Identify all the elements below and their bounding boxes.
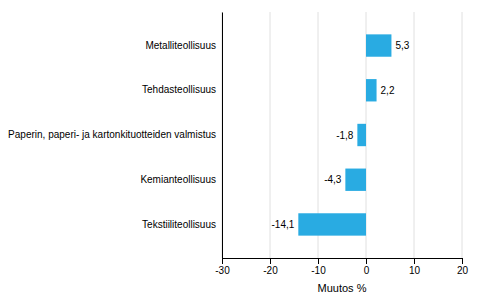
tick-label: -30 xyxy=(215,265,230,276)
tick-label: 20 xyxy=(457,265,469,276)
bar xyxy=(366,34,391,56)
data-label: 5,3 xyxy=(395,40,409,51)
tick-mark xyxy=(222,258,223,264)
bar xyxy=(357,124,366,146)
axis-title: Muutos % xyxy=(318,282,367,294)
chart: -30 -20 -10 0 10 20 Tekstiiliteollisuus Kemiant… xyxy=(0,0,484,300)
tick: Metalliteollisuus xyxy=(145,40,222,51)
tick: Kemianteollisuus xyxy=(140,174,222,185)
bar xyxy=(366,79,377,101)
tick-mark xyxy=(366,258,367,264)
grid-line xyxy=(270,12,271,258)
tick-label: Tekstiiliteollisuus xyxy=(142,219,216,230)
y-axis: Tekstiiliteollisuus Kemianteollisuus Paper… xyxy=(8,13,222,259)
data-labels: -14,1 -4,3 -1,8 2,2 5,3 xyxy=(272,40,410,230)
tick-label: -10 xyxy=(311,265,326,276)
tick: -30 xyxy=(215,258,230,276)
tick-label: Tehdasteollisuus xyxy=(142,84,216,95)
tick-label: Paperin, paperi- ja kartonkituotteiden v… xyxy=(8,129,216,140)
tick: -20 xyxy=(263,258,278,276)
tick-label: Kemianteollisuus xyxy=(140,174,216,185)
grid-line xyxy=(222,12,223,258)
tick: 10 xyxy=(409,258,421,276)
tick: 20 xyxy=(457,258,469,276)
data-label: -4,3 xyxy=(324,174,342,185)
data-label: -14,1 xyxy=(272,219,295,230)
plot: -30 -20 -10 0 10 20 Tekstiiliteollisuus Kemiant… xyxy=(8,12,468,276)
tick: Paperin, paperi- ja kartonkituotteiden v… xyxy=(8,129,222,140)
bars xyxy=(298,34,391,235)
tick-label: Metalliteollisuus xyxy=(145,40,216,51)
axis-line xyxy=(223,259,463,265)
bar xyxy=(298,213,366,235)
grid-line xyxy=(414,12,415,258)
tick: -10 xyxy=(311,258,326,276)
tick-label: 10 xyxy=(409,265,421,276)
tick-mark xyxy=(462,258,463,264)
tick-mark xyxy=(270,258,271,264)
x-axis: -30 -20 -10 0 10 20 xyxy=(215,258,468,276)
data-label: 2,2 xyxy=(381,85,395,96)
tick-mark xyxy=(414,258,415,264)
axis-line xyxy=(222,13,223,259)
grid xyxy=(222,12,462,258)
grid-line xyxy=(462,12,463,258)
data-label: -1,8 xyxy=(336,130,354,141)
bar xyxy=(345,169,366,191)
tick: Tehdasteollisuus xyxy=(142,84,222,95)
tick-label: -20 xyxy=(263,265,278,276)
tick: Tekstiiliteollisuus xyxy=(142,219,222,230)
tick: 0 xyxy=(364,258,370,276)
tick-label: 0 xyxy=(364,265,370,276)
tick-mark xyxy=(318,258,319,264)
